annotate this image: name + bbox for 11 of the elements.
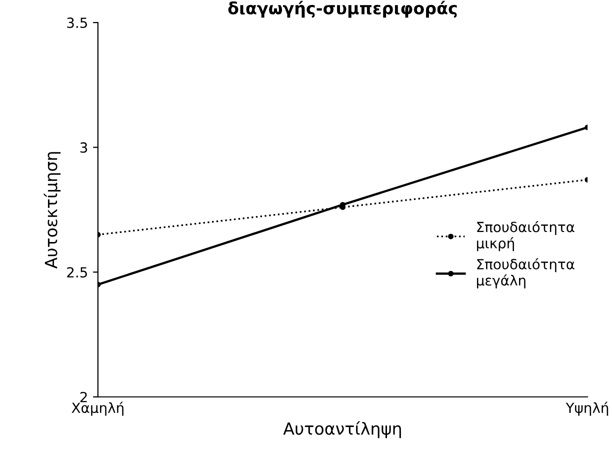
y-tick-label: 3.5 (67, 18, 87, 28)
y-tick-label: 2.5 (67, 267, 87, 278)
y-axis-title: Αυτοεκτίμηση (44, 152, 61, 269)
legend-label: Σπουδαιότητα μικρή (476, 220, 574, 252)
x-tick-label: Υψηλή (566, 402, 608, 416)
y-tick-label: 2 (80, 392, 87, 402)
y-tick-label: 3 (80, 142, 88, 153)
x-axis-title: Αυτοαντίληψη (283, 421, 401, 438)
x-tick-label: Χαμηλή (72, 402, 124, 416)
chart-title: διαγωγής-συμπεριφοράς (228, 0, 457, 18)
legend-label: Σπουδαιότητα μεγάλη (476, 258, 574, 288)
